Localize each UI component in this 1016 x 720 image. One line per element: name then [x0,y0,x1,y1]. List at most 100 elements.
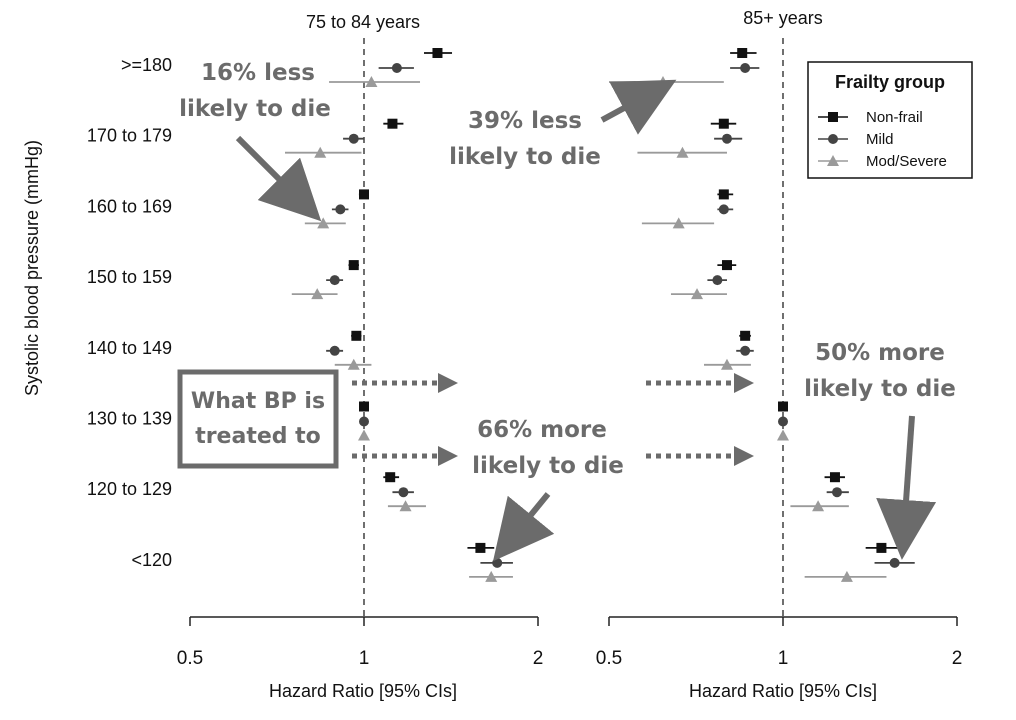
annotation-right-bottom-line1: 50% more [815,340,945,366]
point-mild [359,416,369,427]
point-mild [778,416,788,427]
point-mild [740,63,751,73]
point-nonfrail [718,118,729,129]
category-label: 120 to 129 [87,479,172,499]
annotation-arrow-right-top [600,79,677,135]
point-mild [329,345,340,356]
category-label: 130 to 139 [87,409,172,429]
annotation-arrow-right-bottom [876,415,937,560]
category-label: 170 to 179 [87,126,172,146]
point-modsevere [365,76,378,87]
point-modsevere [777,429,789,441]
annotation-left-bottom-line1: 66% more [477,417,607,443]
x-tick-label: 2 [533,648,544,669]
annotation-left-top-line2: likely to die [179,96,331,122]
x-tick-label: 1 [359,648,370,669]
annotation-arrow-left-top [235,135,322,222]
point-mild [721,133,732,144]
point-modsevere [840,570,853,582]
category-labels: >=180 170 to 179 160 to 169 150 to 159 140 t… [87,55,172,570]
point-nonfrail [475,542,486,553]
x-axis-label-left: Hazard Ratio [95% CIs] [269,681,457,701]
panel-title-85-plus: 85+ years [743,8,823,28]
annotation-right-top: 39% less likely to die [449,79,677,170]
legend-title: Frailty group [835,72,945,92]
point-mild [831,487,842,498]
point-mild [718,204,729,215]
legend-label-nonfrail: Non-frail [866,109,923,126]
point-modsevere [347,358,360,370]
category-label: <120 [131,550,172,570]
point-modsevere [672,217,685,229]
annotation-arrow-left-bottom [493,492,555,562]
annotation-box-line2: treated to [195,424,321,449]
annotation-left-top-line1: 16% less [201,60,315,86]
point-modsevere [485,570,498,582]
x-axis-label-right: Hazard Ratio [95% CIs] [689,681,877,701]
point-nonfrail [721,260,732,271]
dotted-arrowhead-left-upper [438,373,458,393]
y-axis-label: Systolic blood pressure (mmHg) [22,140,42,396]
point-modsevere [358,429,370,441]
point-modsevere [317,217,330,229]
point-modsevere [691,288,704,300]
point-mild [740,345,751,356]
legend-marker-modsevere [827,155,839,166]
annotation-box-line1: What BP is [191,389,325,414]
point-nonfrail [432,48,443,58]
panel-title-75-84: 75 to 84 years [306,12,420,32]
point-mild [492,557,503,568]
point-mild [889,557,900,568]
x-tick-label: 0.5 [596,648,622,669]
point-nonfrail [348,260,359,271]
point-modsevere [812,500,825,512]
point-nonfrail [387,118,398,129]
legend-marker-nonfrail [828,112,838,122]
point-nonfrail [737,48,748,58]
point-mild [398,487,409,498]
point-modsevere [399,500,412,512]
point-modsevere [676,146,689,158]
category-label: >=180 [121,55,172,75]
point-modsevere [720,358,733,370]
point-modsevere [311,288,324,300]
category-label: 140 to 149 [87,338,172,358]
dotted-arrowhead-right-upper [734,373,754,393]
point-nonfrail [718,189,729,200]
point-nonfrail [351,330,362,341]
category-label: 150 to 159 [87,267,172,287]
annotation-right-top-line2: likely to die [449,144,601,170]
legend-marker-mild [828,134,838,144]
annotation-right-bottom: 50% more likely to die [804,340,956,560]
annotation-right-top-line1: 39% less [468,108,582,134]
annotation-box: What BP is treated to [177,369,339,469]
point-nonfrail [740,330,751,341]
point-mild [348,133,359,144]
point-modsevere [314,146,327,158]
legend: Frailty group Non-frail Mild Mod/Severe [807,61,973,179]
legend-label-mild: Mild [866,131,894,148]
x-tick-label: 2 [952,648,963,669]
annotation-left-bottom: 66% more likely to die [472,417,624,562]
annotation-right-bottom-line2: likely to die [804,376,956,402]
legend-label-modsevere: Mod/Severe [866,153,947,170]
annotation-dotted-arrows [352,373,754,466]
annotation-left-bottom-line2: likely to die [472,453,624,479]
point-mild [335,204,346,215]
point-nonfrail [778,401,788,412]
point-mild [712,275,723,286]
point-nonfrail [829,472,840,483]
dotted-arrowhead-right-lower [734,446,754,466]
x-tick-label: 0.5 [177,648,203,669]
point-nonfrail [876,542,887,553]
point-nonfrail [359,401,369,412]
x-tick-label: 1 [778,648,789,669]
dotted-arrowhead-left-lower [438,446,458,466]
category-label: 160 to 169 [87,196,172,216]
annotation-box-frame [177,369,339,469]
annotation-left-top: 16% less likely to die [179,60,331,222]
point-nonfrail [385,472,396,483]
point-nonfrail [359,189,369,200]
point-mild [329,275,340,286]
